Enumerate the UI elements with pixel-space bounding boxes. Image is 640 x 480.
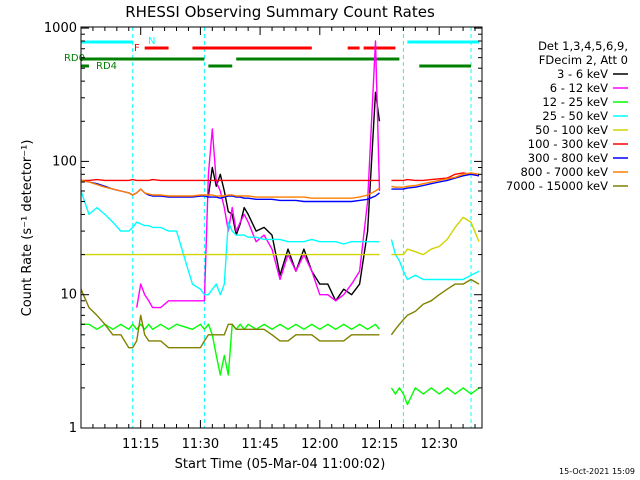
series-line-7 — [80, 172, 480, 199]
x-tick-label-5: 12:30 — [420, 437, 457, 452]
y-tick-label-2: 100 — [52, 154, 77, 169]
x-tick-label-1: 11:30 — [182, 437, 219, 452]
y-tick-label-3: 1000 — [44, 21, 77, 36]
legend: Det 1,3,4,5,6,9,FDecim 2, Att 03 - 6 keV… — [506, 39, 628, 193]
y-axis: 1 10 100 1000 — [44, 21, 482, 436]
x-tick-label-3: 12:00 — [301, 437, 338, 452]
chart-title: RHESSI Observing Summary Count Rates — [125, 3, 435, 21]
x-tick-label-2: 11:45 — [241, 437, 278, 452]
x-axis: 11:15 11:30 11:45 12:00 12:15 12:30 — [80, 27, 476, 452]
series-line-8 — [80, 278, 480, 349]
flag-label-3: RD4 — [96, 61, 117, 72]
flag-label-2: RD0 — [64, 53, 85, 64]
x-tick-label-4: 12:15 — [361, 437, 398, 452]
plot-frame — [80, 26, 483, 429]
series-line-5 — [81, 172, 480, 182]
timestamp: 15-Oct-2021 15:09 — [559, 467, 635, 476]
y-tick-label-0: 1 — [69, 421, 77, 436]
y-axis-label: Count Rate (s⁻¹ detector⁻¹) — [20, 140, 35, 317]
legend-label-3: 25 - 50 keV — [542, 109, 608, 123]
flag-label-0: N — [148, 36, 155, 47]
x-tick-label-0: 11:15 — [122, 437, 159, 452]
legend-label-1: 6 - 12 keV — [550, 81, 608, 95]
legend-label-2: 12 - 25 keV — [542, 95, 608, 109]
legend-header-1: FDecim 2, Att 0 — [539, 53, 628, 67]
x-axis-label: Start Time (05-Mar-04 11:00:02) — [175, 457, 386, 472]
flag-label-1: F — [134, 43, 140, 54]
vertical-markers — [132, 27, 472, 428]
legend-label-7: 800 - 7000 keV — [520, 165, 608, 179]
series-line-3 — [80, 190, 480, 296]
series-line-4 — [81, 216, 480, 256]
series-line-1 — [136, 40, 381, 309]
legend-header-0: Det 1,3,4,5,6,9, — [538, 39, 628, 53]
legend-label-6: 300 - 800 keV — [528, 151, 608, 165]
data-series — [80, 40, 480, 406]
legend-label-8: 7000 - 15000 keV — [506, 179, 608, 193]
legend-label-4: 50 - 100 keV — [535, 123, 608, 137]
legend-label-5: 100 - 300 keV — [528, 137, 608, 151]
y-tick-label-1: 10 — [60, 288, 77, 303]
flag-bars: NF RD0 RD4 — [64, 36, 479, 72]
series-line-2 — [81, 323, 480, 406]
legend-label-0: 3 - 6 keV — [557, 67, 608, 81]
